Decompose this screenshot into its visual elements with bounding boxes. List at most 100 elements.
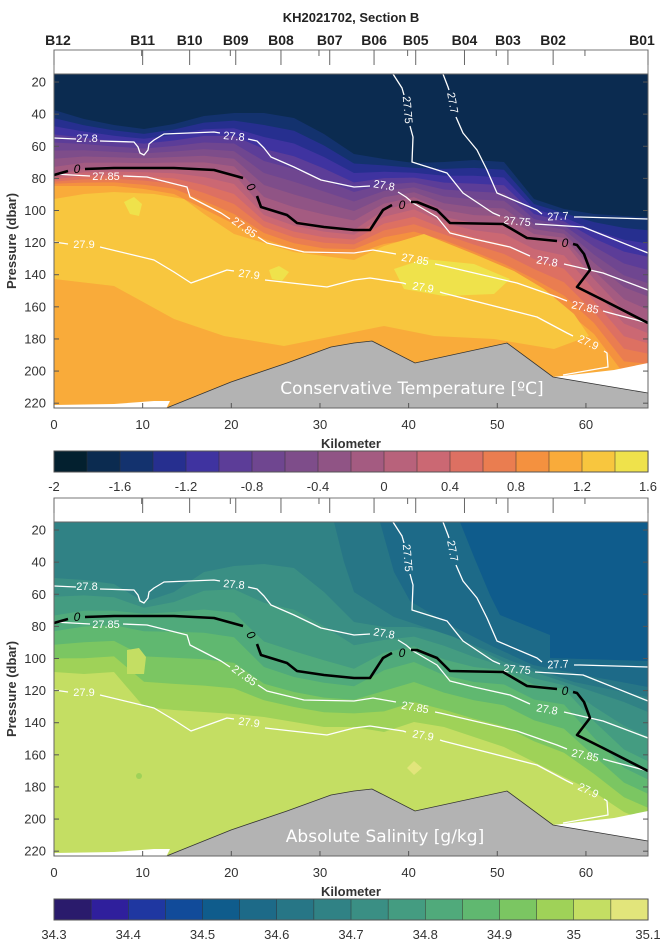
salinity-section-panel: 27.8 27.827.827.827.8527.8527.8527.8527.9… — [4, 497, 661, 942]
panel-label: Conservative Temperature [ºC] — [280, 379, 543, 399]
isopycnal-27.85 — [257, 684, 397, 703]
isopycnal-label: 27.9 — [73, 239, 94, 251]
isopycnal-label: 27.75 — [503, 663, 531, 677]
station-label-b10: B10 — [177, 32, 203, 48]
colorbar-cell — [416, 450, 451, 473]
colorbar-cell — [202, 898, 241, 921]
zero-degree-contour — [411, 648, 558, 691]
isopycnal-27.9 — [99, 246, 235, 284]
isopycnal-label: 27.7 — [444, 539, 460, 562]
isopycnal-label: 27.85 — [400, 700, 429, 717]
colorbar-cell — [185, 450, 220, 473]
band-fill — [54, 192, 589, 349]
colorbar-cell — [581, 450, 616, 473]
band-fill — [407, 761, 422, 775]
isopycnal-label: 27.8 — [535, 702, 558, 718]
colorbar-cell — [573, 898, 612, 921]
isopycnal-27.85 — [434, 711, 568, 750]
colorbar-tick-label: -0.4 — [307, 479, 329, 494]
x-axis-label: Kilometer — [321, 884, 381, 899]
zero-degree-contour — [572, 242, 648, 325]
no-data-area — [553, 363, 648, 394]
isopycnal-27.8 — [397, 191, 531, 257]
y-tick-label: 40 — [32, 555, 46, 570]
colorbar-cell — [499, 898, 538, 921]
x-tick-label: 0 — [50, 865, 57, 880]
isopycnal-27.8 — [563, 263, 648, 291]
station-labels: B12 B11 B10 B09 B08 B07 B06 B05 B04 B03 B02 B01 — [45, 32, 655, 48]
no-data-area — [553, 811, 648, 842]
colorbar-cell — [251, 450, 286, 473]
zero-contour-label: 0 — [399, 646, 406, 660]
colorbar-cell — [119, 450, 154, 473]
colorbar-tick-label: -1.6 — [109, 479, 131, 494]
colorbar-tick-label: 35 — [567, 927, 581, 942]
colorbar-cell — [387, 898, 426, 921]
y-tick-label: 200 — [24, 364, 46, 379]
colorbar-tick-label: 35.1 — [635, 927, 660, 942]
station-label-b11: B11 — [130, 32, 155, 48]
isopycnal-label: 27.75 — [503, 215, 531, 229]
y-tick-label: 20 — [32, 75, 46, 90]
isopycnal-27.75 — [534, 671, 648, 702]
station-label-b06: B06 — [361, 32, 387, 48]
panel-label: Absolute Salinity [g/kg] — [286, 827, 484, 847]
isopycnal-27.75 — [392, 74, 405, 96]
zero-degree-contour — [84, 614, 244, 628]
colorbar-cell — [90, 898, 129, 921]
band-fill — [460, 522, 648, 661]
station-label-b03: B03 — [495, 32, 521, 48]
x-tick-label: 20 — [224, 865, 238, 880]
isopycnal-27.8 — [54, 585, 77, 588]
isopycnal-27.75 — [392, 522, 405, 544]
x-tick-label: 50 — [490, 417, 504, 432]
isopycnal-27.9 — [562, 350, 609, 376]
isopycnal-27.7 — [455, 564, 543, 663]
isopycnal-27.7 — [442, 74, 450, 91]
station-strip — [53, 497, 649, 523]
colorbar-tick-label: -2 — [48, 479, 60, 494]
x-axis-label: Kilometer — [321, 436, 381, 451]
colorbar-cell — [53, 450, 88, 473]
colorbar-cell — [86, 450, 121, 473]
zero-contour-label: 0 — [74, 610, 81, 624]
y-tick-label: 220 — [24, 396, 46, 411]
zero-contour-label: 0 — [562, 684, 569, 698]
colorbar-cell — [482, 450, 517, 473]
isopycnal-27.9 — [562, 798, 609, 824]
isopycnal-label: 27.8 — [223, 578, 245, 592]
station-strip-frame — [53, 49, 649, 75]
temperature-field: 27.8 27.827.827.827.8527.8527.8527.8527.9… — [54, 74, 648, 408]
isopycnal-label: 27.85 — [570, 747, 599, 764]
x-tick-label: 20 — [224, 417, 238, 432]
bathymetry — [165, 788, 648, 856]
isopycnal-27.8 — [99, 131, 221, 156]
x-tick-label: 0 — [50, 417, 57, 432]
station-label-b07: B07 — [317, 32, 343, 48]
colorbar-cell — [515, 450, 550, 473]
y-tick-label: 180 — [24, 331, 46, 346]
isopycnal-label: 27.9 — [73, 687, 94, 699]
isopycnal-27.7 — [442, 522, 450, 539]
colorbar-cell — [350, 898, 389, 921]
colorbar-cell — [536, 898, 575, 921]
colorbar-tick-label: 0.8 — [507, 479, 525, 494]
zero-degree-contour — [255, 195, 393, 232]
station-label-b12: B12 — [45, 32, 71, 48]
y-tick-label: 40 — [32, 107, 46, 122]
plot-frame — [53, 73, 649, 409]
station-label-b05: B05 — [403, 32, 429, 48]
isopycnal-label: 27.9 — [411, 728, 434, 744]
station-label-b09: B09 — [223, 32, 249, 48]
colorbar-cell — [152, 450, 187, 473]
zero-contour-label: 0 — [74, 162, 81, 176]
zero-degree-contour — [572, 690, 648, 773]
isopycnal-27.9 — [99, 694, 235, 732]
colorbar-cell — [548, 450, 583, 473]
y-tick-label: 60 — [32, 587, 46, 602]
y-tick-label: 100 — [24, 203, 46, 218]
station-label-b04: B04 — [452, 32, 478, 48]
colorbar-tick-label: 0.4 — [441, 479, 459, 494]
x-tick-label: 60 — [579, 865, 593, 880]
